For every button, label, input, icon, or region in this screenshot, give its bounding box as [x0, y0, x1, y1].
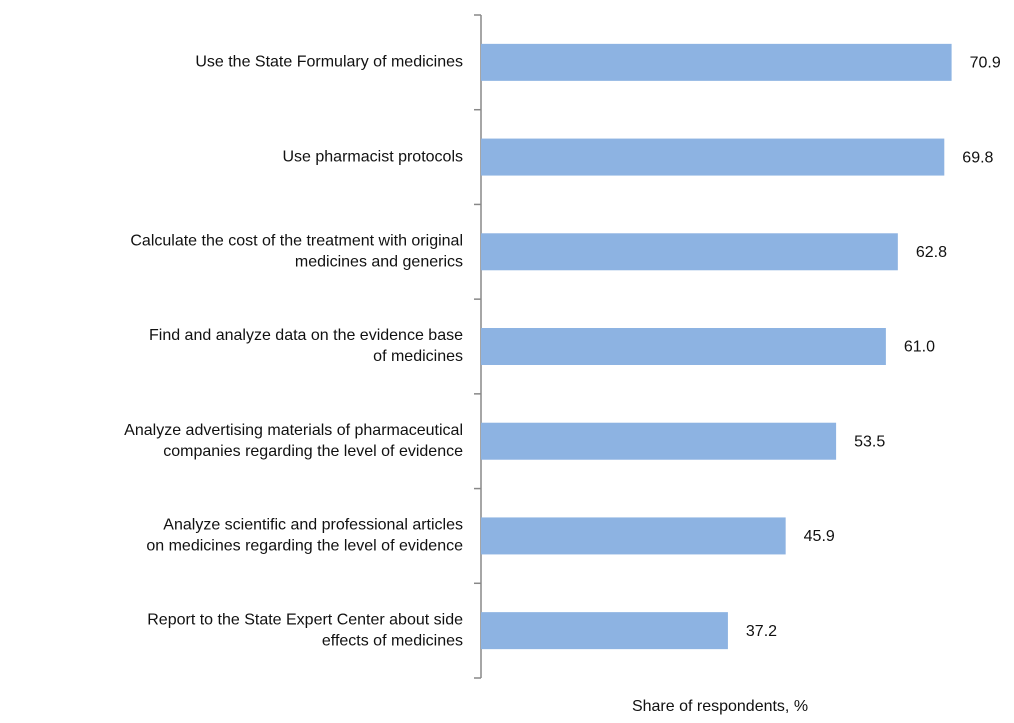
y-tick-label: companies regarding the level of evidenc… [163, 443, 463, 460]
bar [481, 612, 728, 650]
y-tick-label: Analyze advertising materials of pharmac… [124, 422, 463, 439]
bar [481, 422, 837, 460]
y-tick-label: Analyze scientific and professional arti… [163, 517, 463, 534]
y-tick-label: Use pharmacist protocols [282, 148, 463, 165]
bar [481, 328, 886, 365]
value-label: 53.5 [854, 433, 885, 450]
y-tick-label: effects of medicines [322, 632, 463, 649]
y-tick-label: Report to the State Expert Center about … [147, 611, 463, 628]
value-label: 70.9 [970, 55, 1001, 72]
value-label: 37.2 [746, 623, 777, 640]
y-tick-label: on medicines regarding the level of evid… [146, 538, 463, 555]
y-tick-label: of medicines [373, 348, 463, 365]
y-tick-label: medicines and generics [295, 254, 463, 271]
value-label: 45.9 [804, 528, 835, 545]
bar [481, 138, 945, 176]
value-label: 69.8 [962, 149, 993, 166]
value-label: 62.8 [916, 244, 947, 261]
bar [481, 233, 898, 271]
value-label: 61.0 [904, 339, 935, 356]
y-tick-label: Find and analyze data on the evidence ba… [149, 327, 463, 344]
bar [481, 517, 786, 555]
y-tick-label: Calculate the cost of the treatment with… [130, 233, 463, 250]
y-tick-label: Use the State Formulary of medicines [195, 54, 463, 71]
bar [481, 43, 952, 81]
x-axis-label: Share of respondents, % [632, 698, 808, 715]
